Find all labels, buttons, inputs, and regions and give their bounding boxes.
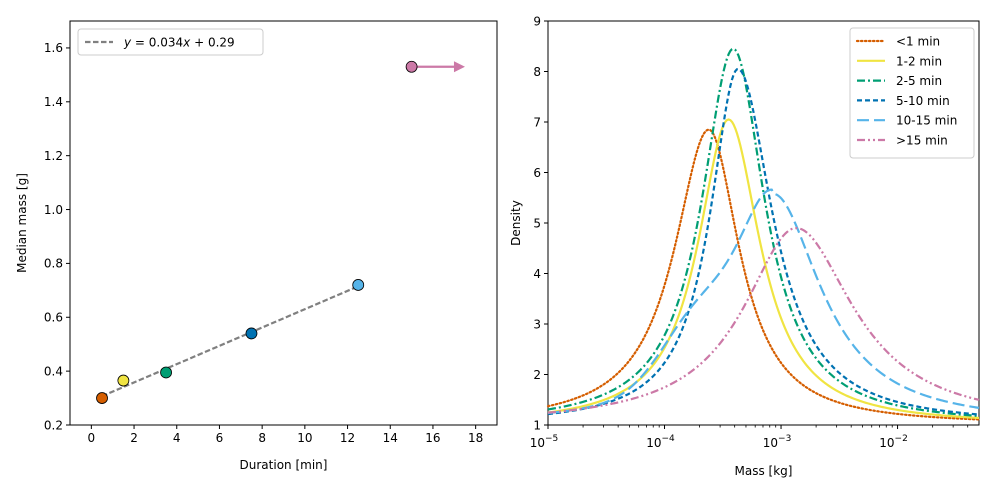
right-legend-label: 1-2 min [896,54,942,68]
right-legend-label: 10-15 min [896,114,957,128]
right-x-tick-base: 10 [530,436,545,450]
left-y-tick-label: 1.6 [44,41,63,55]
left-x-tick-label: 12 [340,431,355,445]
right-y-tick-label: 4 [533,267,541,281]
left-x-tick-label: 6 [216,431,224,445]
left-fit-line-group [101,285,359,398]
right-y-tick-label: 5 [533,216,541,230]
left-y-tick-label: 1.0 [44,203,63,217]
left-data-point [96,392,108,404]
series-line [547,118,980,420]
right-x-tick-label: 10−5 [530,434,559,450]
right-y-ticks: 1 2 3 4 5 6 7 8 9 [533,14,548,432]
right-y-tick-label: 3 [533,317,541,331]
right-x-tick-exp: −5 [545,434,558,444]
left-y-ticks: 0.2 0.4 0.6 0.8 1.0 1.2 1.4 1.6 [44,41,70,432]
legend-eq-mid: = 0.034 [131,36,183,50]
left-chart: 0 2 4 6 8 10 12 14 16 18 0.2 0.4 0.6 0.8 1.0 1.2 1.4 1.6… [15,20,498,472]
right-y-tick-label: 9 [533,14,541,28]
left-x-tick-label: 16 [425,431,440,445]
right-x-tick-base: 10 [763,436,778,450]
right-legend-label: 2-5 min [896,74,942,88]
left-data-point [245,327,258,340]
left-data-point [160,366,172,379]
legend-x-var: x [182,36,191,50]
right-y-tick-label: 6 [533,166,541,180]
right-legend: <1 min 1-2 min 2-5 min 5-10 min 10-15 min >15… [849,27,975,159]
series-line [547,67,980,416]
series-line [547,188,980,415]
left-y-tick-label: 1.4 [44,95,63,109]
right-x-tick-exp: −2 [895,434,908,444]
left-x-tick-label: 4 [173,431,181,445]
left-x-tick-label: 10 [297,431,312,445]
right-legend-label: <1 min [896,35,940,49]
left-y-tick-label: 1.2 [44,149,63,163]
left-arrow-head [453,61,465,73]
right-x-tick-base: 10 [879,436,894,450]
left-plot-frame [69,20,498,426]
left-x-axis-label: Duration [min] [240,458,328,472]
series-line [547,226,980,414]
right-x-tick-label: 10−4 [646,434,675,450]
right-y-tick-label: 8 [533,65,541,79]
left-x-tick-label: 0 [88,431,96,445]
right-x-axis-label: Mass [kg] [735,464,793,478]
legend-eq-tail: + 0.29 [190,36,234,50]
left-legend-box [77,28,264,56]
right-x-tick-label: 10−2 [879,434,908,450]
left-data-point [405,60,418,73]
right-y-axis-label: Density [509,200,523,246]
left-y-axis-label: Median mass [g] [15,173,29,273]
right-legend-label: 5-10 min [896,94,950,108]
left-fit-line [101,285,359,398]
left-y-tick-label: 0.8 [44,257,63,271]
right-y-tick-label: 7 [533,115,541,129]
left-y-tick-label: 0.2 [44,418,63,432]
left-y-tick-label: 0.6 [44,311,63,325]
right-x-tick-label: 10−3 [763,434,792,450]
legend-y-var: y [123,36,132,50]
right-y-tick-label: 2 [533,368,541,382]
right-y-tick-label: 1 [533,418,541,432]
left-x-tick-label: 14 [383,431,398,445]
left-data-point [352,279,365,291]
left-y-tick-label: 0.4 [44,364,63,378]
series-line [546,128,981,421]
right-x-ticks: 10−5 10−4 10−3 10−2 [530,425,969,450]
right-x-tick-base: 10 [646,436,661,450]
left-arrow-group [411,61,465,73]
right-x-tick-exp: −3 [778,434,791,444]
right-legend-label: >15 min [896,134,948,148]
left-legend-label: y = 0.034x + 0.29 [123,36,235,50]
series-line [547,47,980,418]
left-x-ticks: 0 2 4 6 8 10 12 14 16 18 [88,425,483,445]
left-data-point [117,374,130,387]
left-x-tick-label: 18 [468,431,483,445]
right-series-group [546,47,981,421]
right-x-tick-exp: −4 [662,434,676,444]
left-x-tick-label: 2 [130,431,138,445]
left-points-group [96,60,418,404]
left-legend: y = 0.034x + 0.29 [77,28,264,56]
left-x-tick-label: 8 [258,431,266,445]
